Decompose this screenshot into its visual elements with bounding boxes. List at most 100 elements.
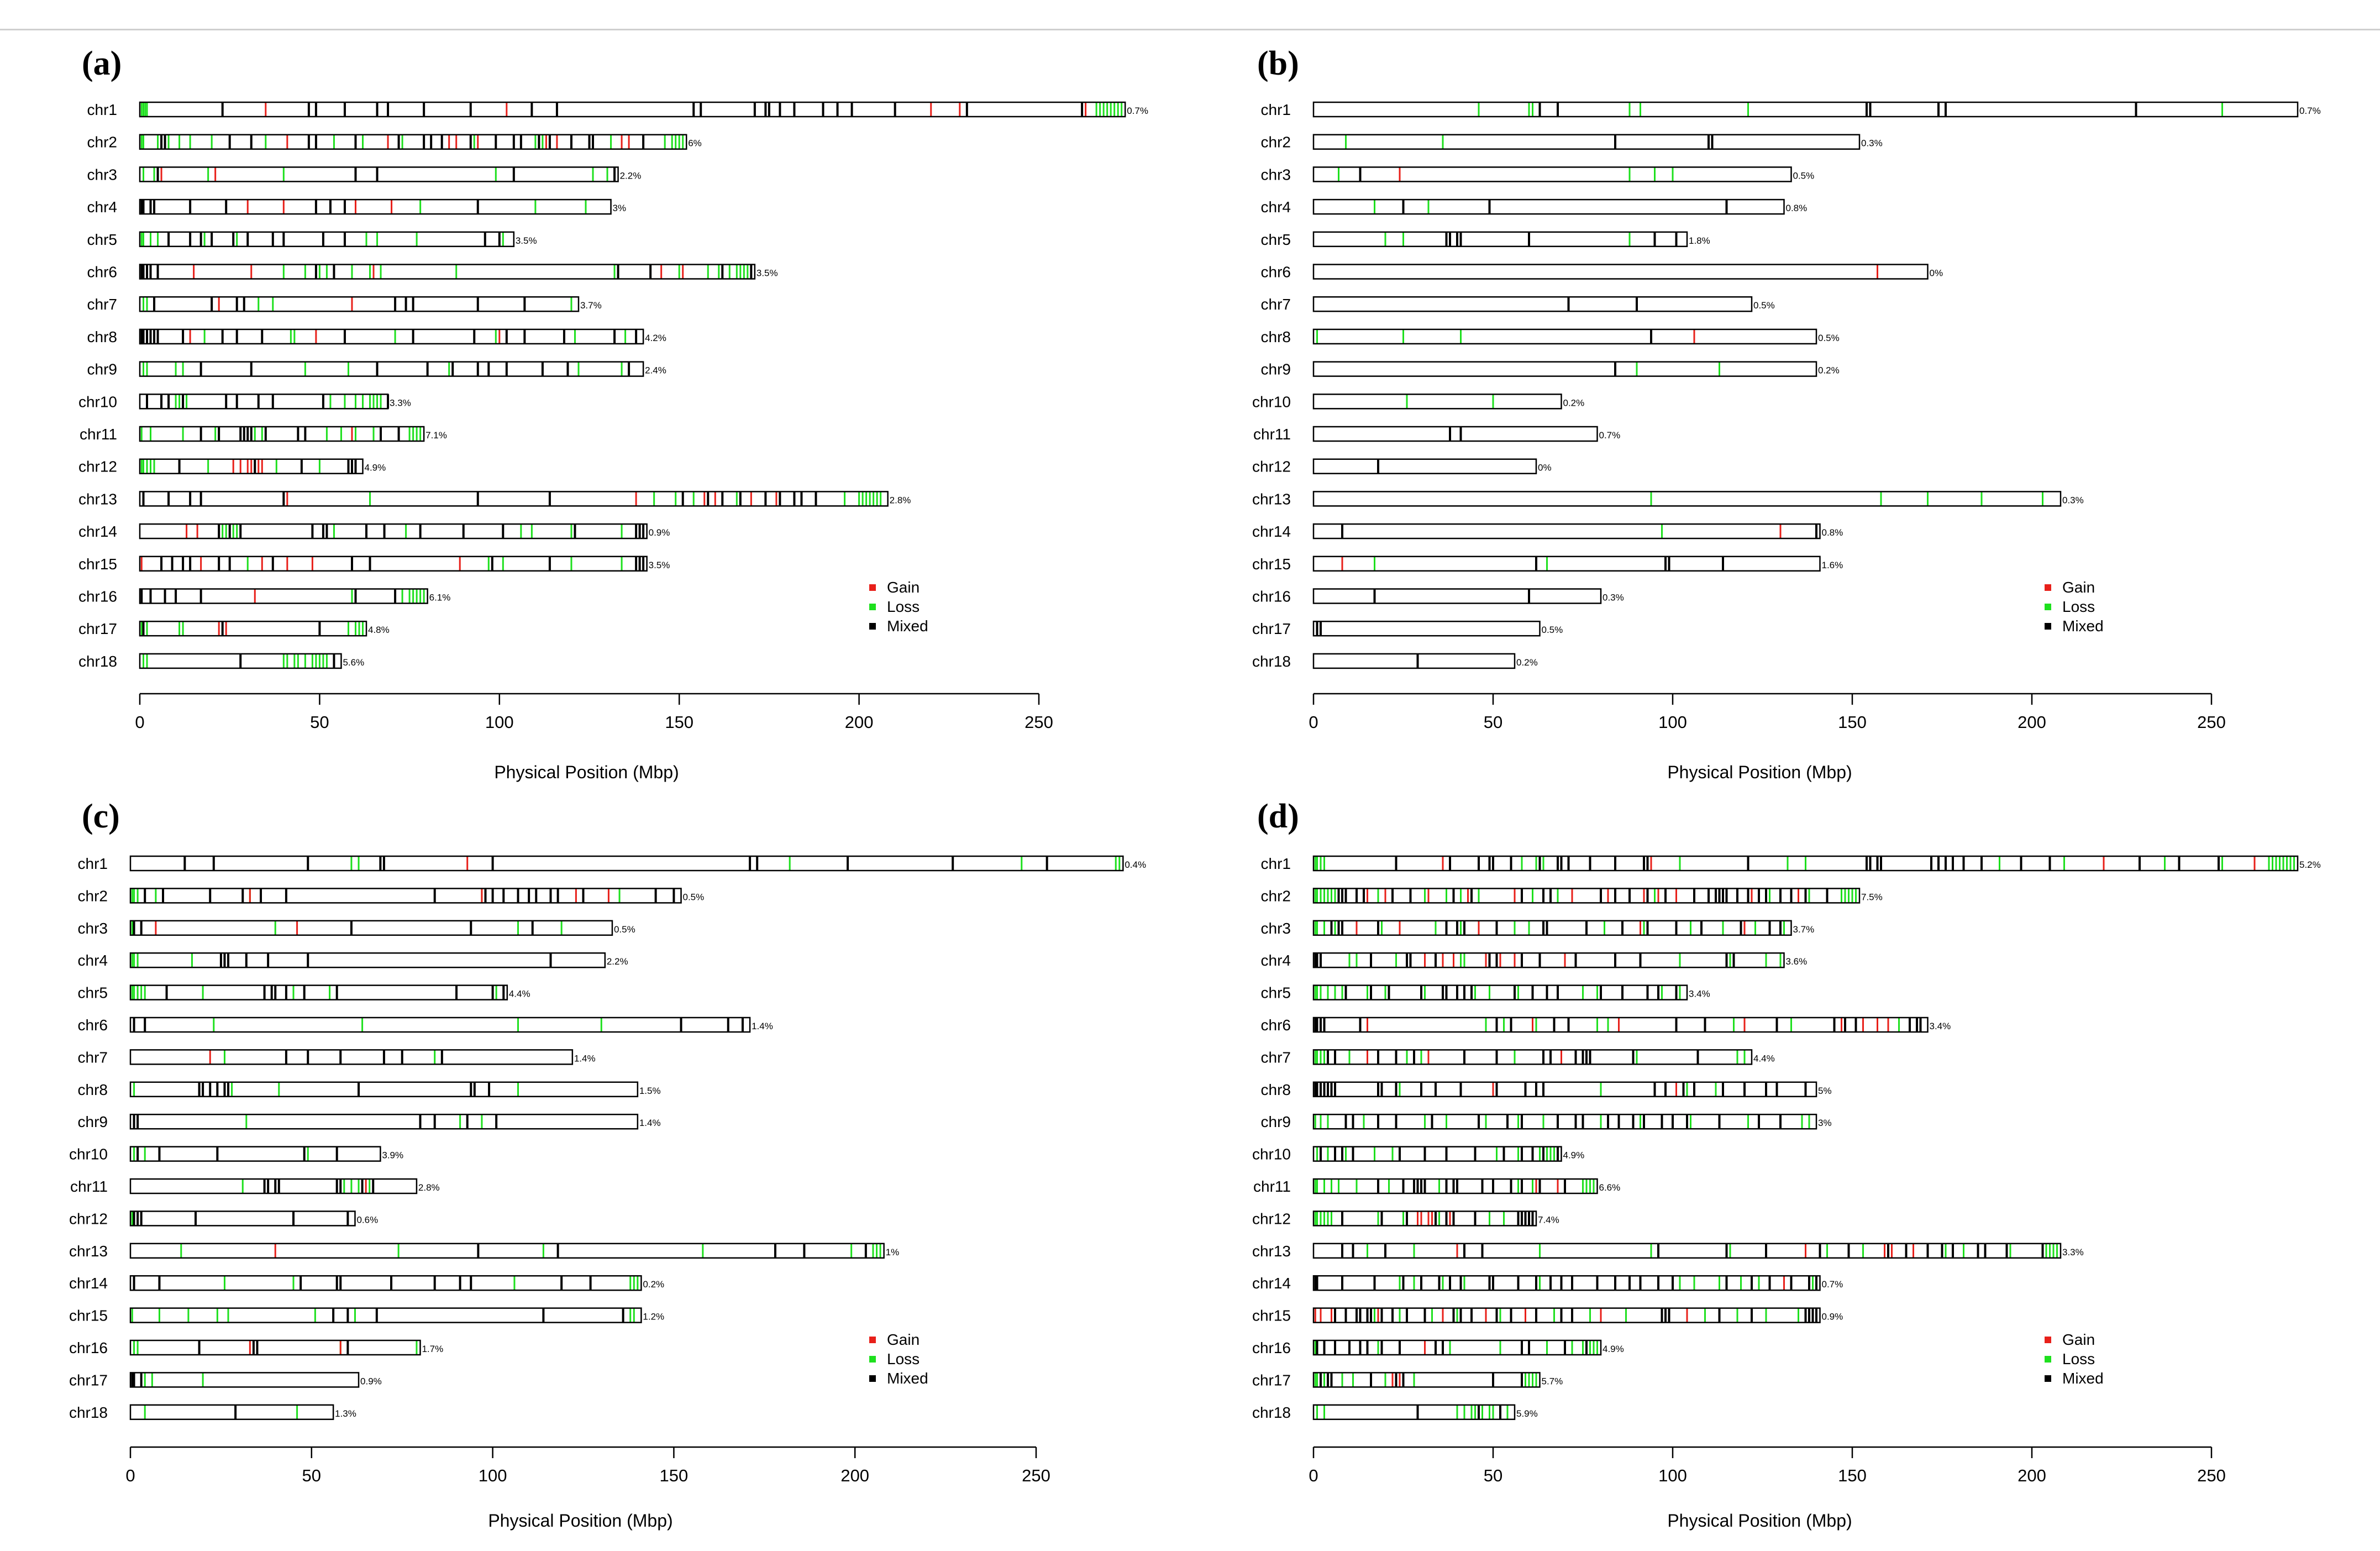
loss-marker (1470, 1405, 1473, 1419)
loss-marker (361, 394, 364, 409)
gain-marker (556, 134, 558, 149)
loss-marker (275, 459, 277, 474)
mixed-marker (1930, 856, 1932, 871)
loss-marker (2042, 491, 2043, 506)
mixed-marker (1445, 232, 1448, 247)
gain-marker (1427, 1211, 1430, 1226)
mixed-marker (322, 394, 324, 409)
mixed-marker (380, 427, 382, 441)
loss-marker (144, 1405, 146, 1419)
mixed-marker (140, 264, 143, 279)
percentage-label: 3.5% (756, 268, 778, 279)
loss-marker (1113, 102, 1116, 117)
chromosome-chr12: chr12 0.6% (69, 1210, 378, 1227)
tick-label: 100 (1658, 1466, 1687, 1485)
loss-marker (133, 985, 135, 1000)
mixed-marker (239, 653, 242, 668)
mixed-marker (1707, 134, 1710, 149)
chromosome-label: chr3 (1261, 920, 1291, 937)
chromosome-bar (1312, 653, 1516, 669)
mixed-marker (1377, 920, 1379, 935)
loss-marker (140, 102, 143, 117)
mixed-marker (1571, 1308, 1573, 1323)
mixed-marker (257, 394, 260, 409)
loss-marker (1805, 856, 1806, 871)
loss-marker (232, 524, 234, 539)
mixed-marker (1413, 1179, 1415, 1193)
mixed-marker (1373, 589, 1376, 604)
loss-marker (1314, 985, 1316, 1000)
mixed-marker (142, 200, 145, 214)
mixed-marker (221, 329, 224, 344)
mixed-marker (617, 264, 619, 279)
mixed-marker (1344, 1114, 1347, 1129)
mixed-marker (1639, 1276, 1642, 1291)
loss-marker (473, 134, 475, 149)
chromosome-chr4: chr4 3.6% (1261, 952, 1808, 969)
chromosome-label: chr4 (78, 952, 108, 969)
loss-marker (1999, 856, 2000, 871)
gain-marker (1442, 1308, 1444, 1323)
mixed-marker (225, 200, 228, 214)
loss-marker (600, 1018, 602, 1032)
mixed-marker (692, 102, 695, 117)
mixed-marker (1557, 856, 1559, 871)
loss-marker (1546, 1146, 1548, 1161)
mixed-marker (285, 1050, 287, 1065)
mixed-marker (277, 1179, 280, 1193)
chromosome-chr18: chr18 5.6% (78, 653, 364, 670)
mixed-marker (376, 167, 379, 182)
loss-marker (1661, 524, 1663, 539)
mixed-marker (1470, 888, 1473, 903)
mixed-marker (1718, 1114, 1721, 1129)
mixed-marker (1808, 1276, 1810, 1291)
chromosome-chr4: chr4 2.2% (78, 952, 628, 969)
mixed-marker (1880, 856, 1882, 871)
gain-marker (930, 102, 932, 117)
percentage-label: 1.7% (422, 1344, 443, 1354)
gain-marker (455, 134, 458, 149)
loss-marker (858, 491, 860, 506)
gain-marker (1367, 1018, 1368, 1032)
gain-marker (351, 427, 353, 441)
gain-marker (1532, 1018, 1533, 1032)
mixed-marker (1402, 1179, 1405, 1193)
chromosome-bar (139, 134, 687, 150)
mixed-marker (304, 427, 307, 441)
loss-marker (1424, 888, 1426, 903)
loss-marker (1489, 1211, 1490, 1226)
percentage-label: 1.4% (639, 1118, 661, 1128)
loss-marker (1117, 102, 1119, 117)
gain-marker (372, 264, 375, 279)
chromosome-label: chr2 (78, 887, 108, 904)
mixed-marker (1316, 1340, 1318, 1355)
chromosome-bar (1312, 198, 1785, 215)
mixed-marker (397, 427, 400, 441)
chromosome-label: chr1 (1261, 855, 1291, 872)
loss-marker (1557, 888, 1559, 903)
mixed-marker (1330, 920, 1333, 935)
loss-marker (1338, 167, 1339, 182)
gain-marker (155, 920, 157, 935)
mixed-marker (1646, 920, 1649, 935)
mixed-marker (1495, 1082, 1498, 1097)
tick-label: 150 (665, 712, 693, 732)
mixed-marker (412, 297, 414, 312)
loss-marker (354, 621, 356, 636)
mixed-marker (149, 264, 152, 279)
loss-marker (1517, 1114, 1519, 1129)
chromosome-bar (129, 920, 613, 936)
mixed-marker (202, 1082, 204, 1097)
loss-marker (1446, 888, 1447, 903)
mixed-marker (1542, 888, 1544, 903)
gain-marker (286, 134, 288, 149)
loss-marker (297, 653, 299, 668)
loss-marker (412, 589, 414, 604)
x-axis-label: Physical Position (Mbp) (1667, 1511, 1852, 1531)
chromosome-bar (1312, 1339, 1602, 1356)
gain-marker (1399, 920, 1401, 935)
mixed-marker (307, 1050, 309, 1065)
mixed-marker (1409, 888, 1412, 903)
